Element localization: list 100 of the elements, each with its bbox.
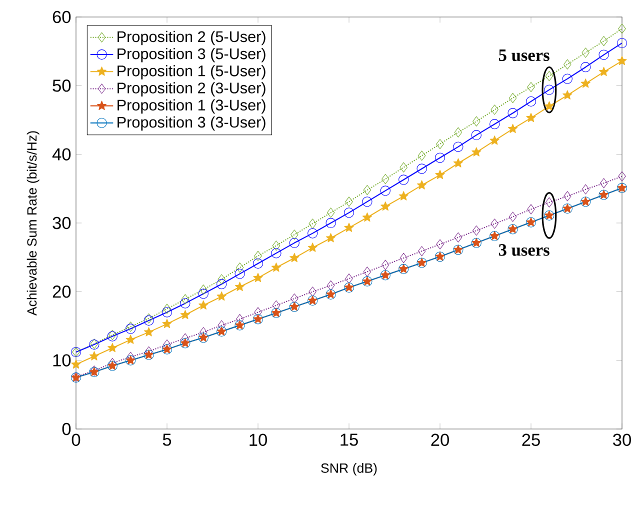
- point: [416, 180, 427, 190]
- point: [271, 262, 282, 272]
- point: [453, 158, 464, 168]
- point: [163, 304, 171, 314]
- x-tick-label: 5: [162, 434, 172, 446]
- point: [308, 286, 316, 297]
- point: [418, 150, 426, 161]
- point: [162, 318, 172, 328]
- point: [582, 184, 590, 194]
- legend-label: Proposition 3 (5-User): [118, 48, 266, 62]
- point: [198, 300, 208, 310]
- point: [508, 124, 518, 134]
- point: [108, 342, 118, 352]
- point: [289, 238, 300, 248]
- point: [382, 174, 390, 184]
- point: [382, 260, 390, 270]
- point: [218, 320, 226, 330]
- point: [600, 36, 608, 46]
- point: [344, 208, 354, 218]
- point: [290, 293, 298, 304]
- y-axis-title: Achievable Sum Rate (bit/s/Hz): [26, 131, 40, 316]
- annotation: 3 users: [498, 244, 550, 256]
- point: [400, 162, 408, 172]
- point: [508, 212, 517, 222]
- point: [290, 252, 300, 262]
- point: [545, 197, 554, 208]
- point: [290, 230, 298, 240]
- point: [308, 218, 316, 229]
- point: [598, 66, 609, 76]
- point: [490, 218, 498, 229]
- point: [234, 282, 245, 292]
- x-tick-label: 15: [340, 434, 358, 446]
- legend-label: Proposition 1 (3-User): [118, 99, 266, 114]
- x-axis-title: SNR (dB): [321, 463, 377, 476]
- legend-label: Proposition 3 (3-User): [118, 116, 266, 131]
- point: [471, 130, 482, 140]
- y-tick-label: 60: [52, 10, 71, 24]
- x-tick-label: 0: [72, 434, 80, 446]
- point: [398, 191, 408, 200]
- point: [544, 101, 554, 110]
- point: [454, 127, 462, 138]
- point: [618, 171, 626, 182]
- point: [472, 225, 480, 236]
- point: [418, 246, 426, 256]
- legend-label: Proposition 2 (3-User): [118, 82, 266, 96]
- point: [527, 82, 535, 92]
- point: [526, 96, 536, 107]
- point: [272, 240, 280, 251]
- point: [564, 59, 572, 70]
- point: [363, 184, 372, 196]
- point: [416, 164, 427, 174]
- point: [472, 116, 480, 126]
- point: [454, 232, 462, 242]
- point: [126, 334, 136, 344]
- point: [526, 112, 536, 122]
- legend-label: Proposition 1 (5-User): [118, 65, 266, 80]
- point: [180, 310, 190, 320]
- annotation: 5 users: [499, 50, 550, 62]
- y-tick-label: 30: [52, 216, 71, 230]
- point: [398, 174, 409, 185]
- point: [564, 191, 572, 202]
- point: [216, 279, 227, 290]
- point: [580, 78, 590, 88]
- point: [181, 294, 190, 304]
- point: [362, 212, 372, 222]
- point: [618, 24, 626, 34]
- point: [326, 208, 335, 218]
- point: [144, 327, 154, 336]
- point: [326, 233, 336, 242]
- point: [436, 239, 444, 250]
- point: [236, 262, 244, 273]
- point: [180, 298, 190, 308]
- point: [162, 307, 172, 318]
- x-tick-label: 20: [431, 434, 449, 446]
- point: [216, 291, 226, 301]
- point: [527, 204, 535, 214]
- point: [271, 248, 282, 258]
- y-tick-label: 0: [62, 422, 71, 436]
- point: [582, 48, 590, 58]
- legend-label: Proposition 2 (5-User): [118, 30, 266, 46]
- point: [308, 228, 318, 238]
- x-tick-label: 30: [613, 434, 631, 446]
- point: [544, 84, 554, 95]
- point: [308, 242, 318, 252]
- point: [236, 314, 244, 324]
- point: [490, 104, 498, 115]
- point: [472, 147, 482, 156]
- point: [490, 136, 500, 145]
- point: [326, 218, 336, 228]
- point: [508, 92, 517, 104]
- x-tick-label: 25: [522, 434, 540, 446]
- point: [616, 38, 628, 48]
- point: [436, 138, 444, 150]
- point: [89, 351, 100, 360]
- point: [345, 274, 353, 284]
- point: [580, 62, 591, 72]
- point: [617, 56, 627, 66]
- point: [598, 50, 609, 60]
- y-tick-label: 10: [53, 354, 71, 366]
- point: [562, 90, 572, 100]
